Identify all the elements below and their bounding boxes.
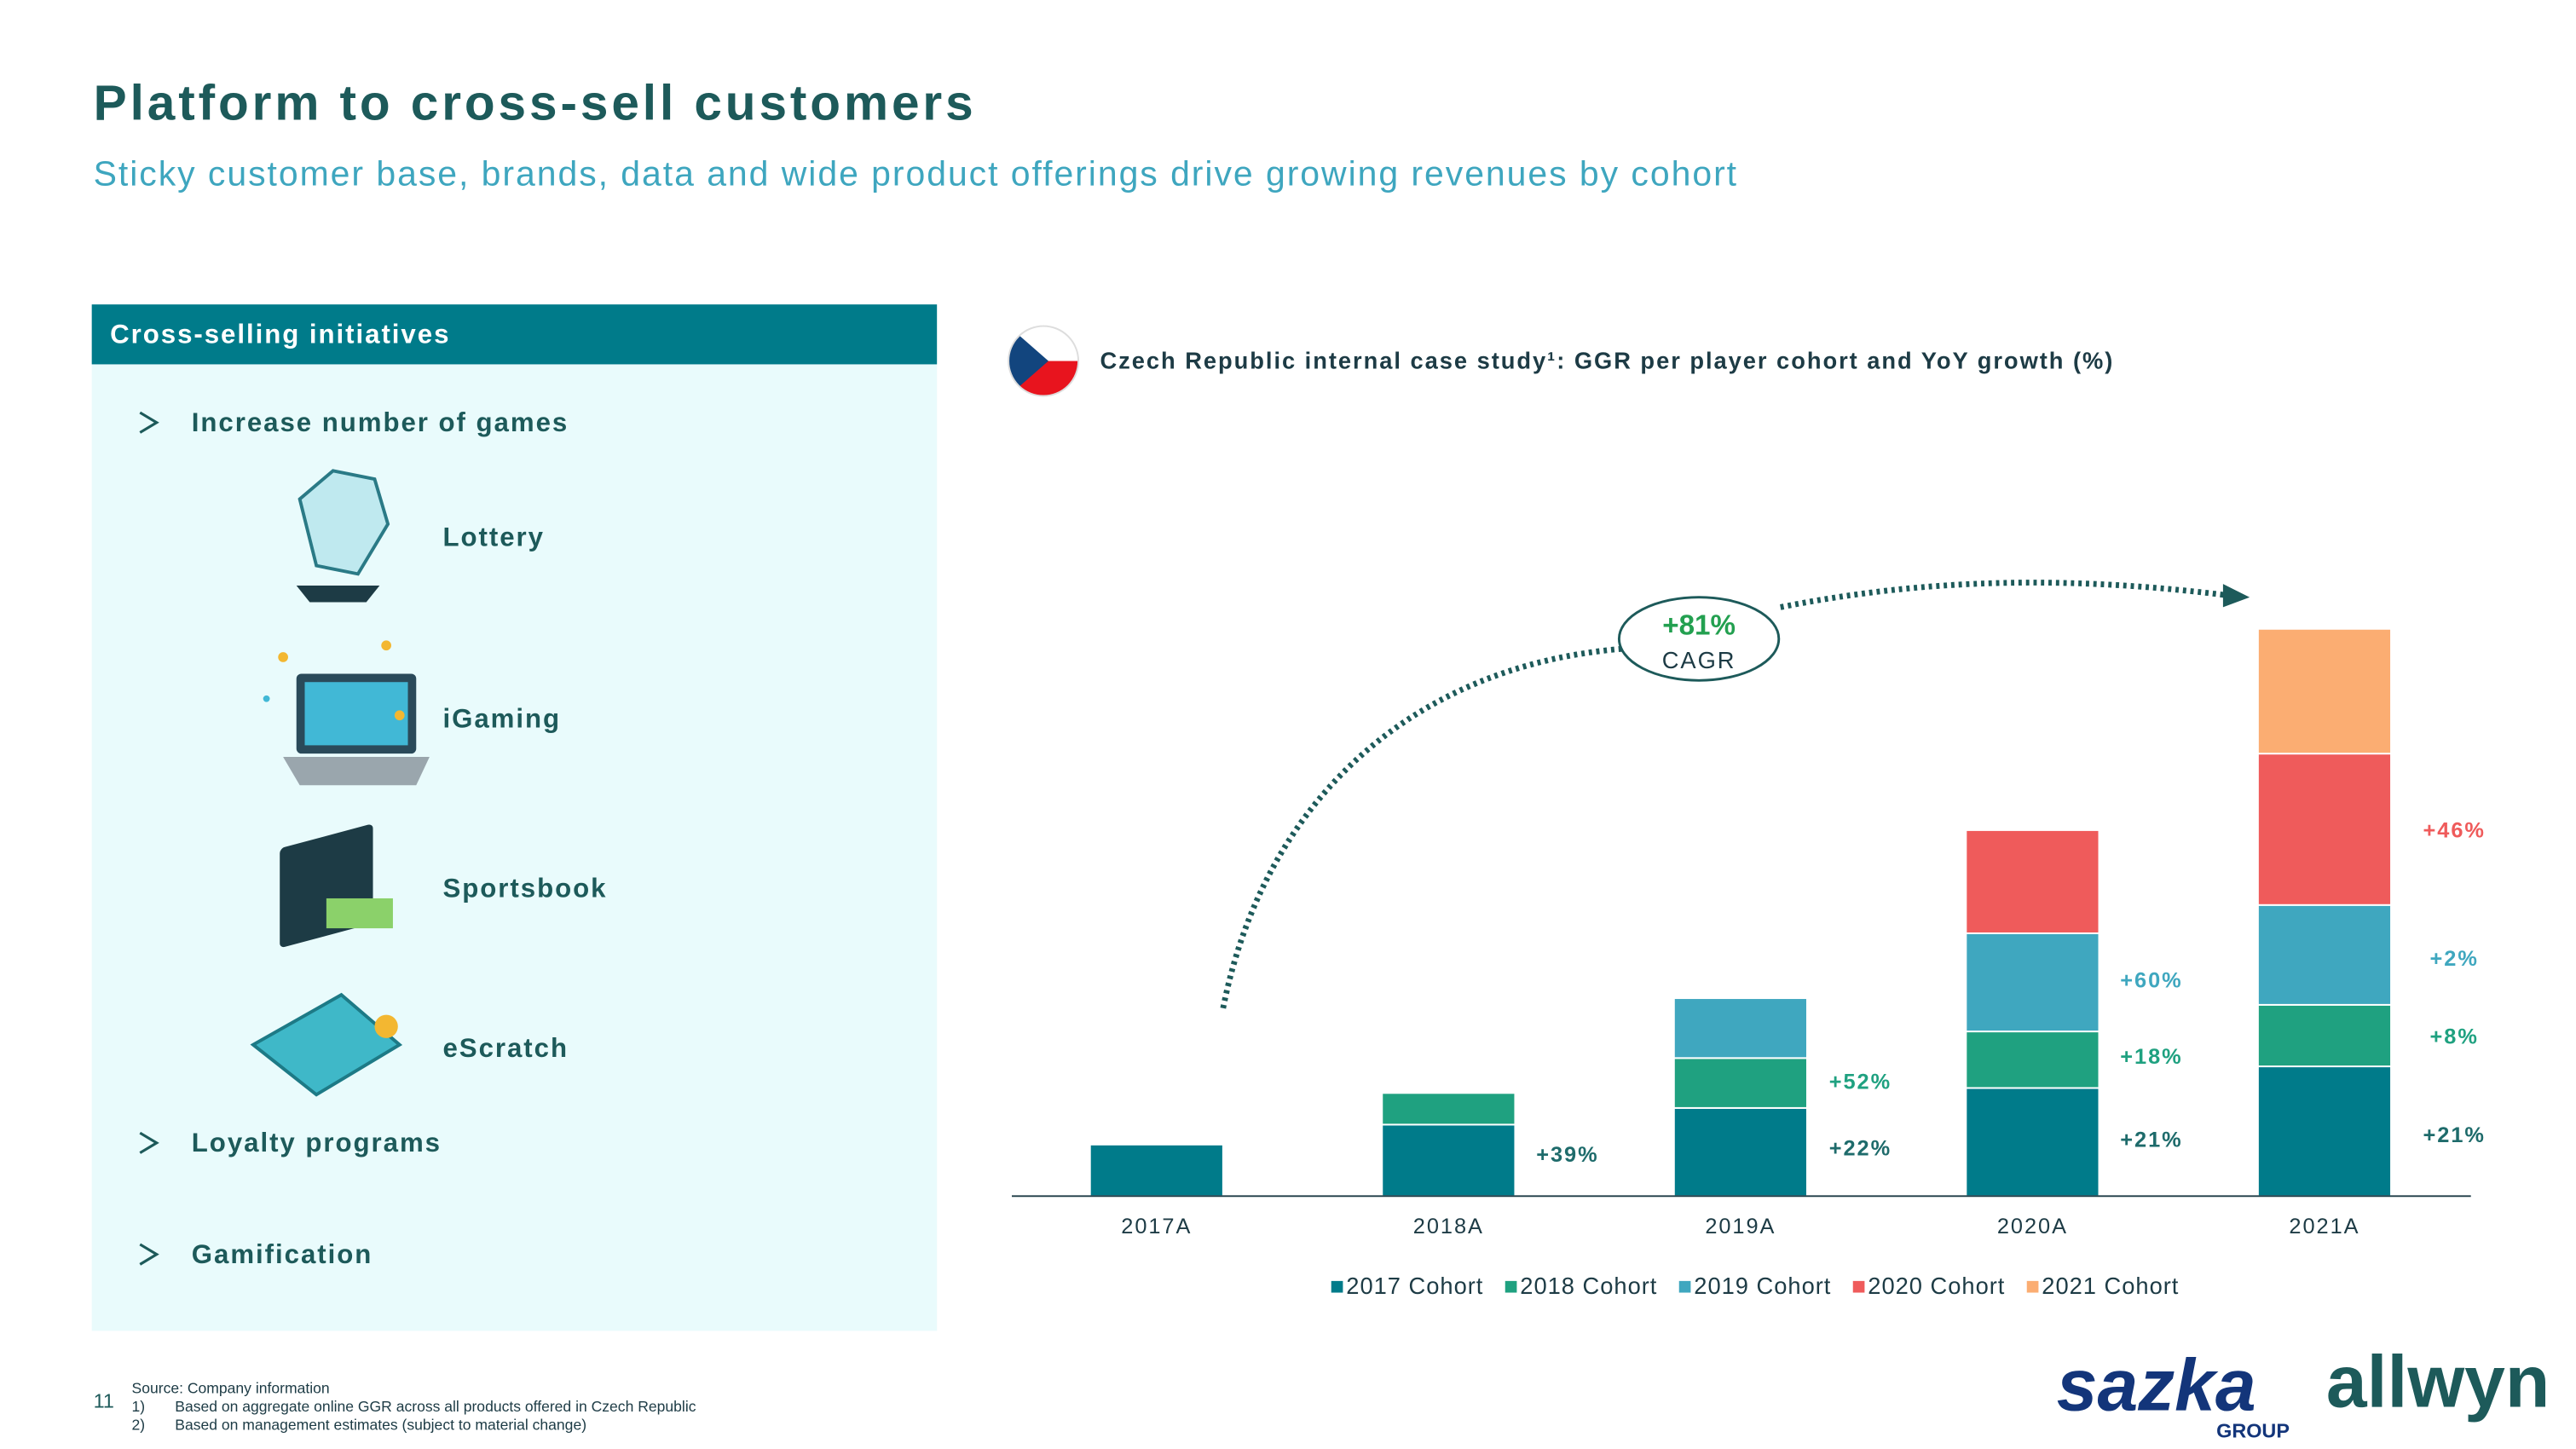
panel-item: Increase number of games [192, 407, 569, 437]
legend-label: 2019 Cohort [1694, 1273, 1831, 1299]
page-number: 11 [94, 1390, 114, 1412]
legend-swatch [1852, 1280, 1865, 1293]
growth-label: +39% [1536, 1143, 1598, 1167]
legend-swatch [1505, 1280, 1517, 1293]
note-num: 1) [132, 1398, 146, 1415]
game-label: Lottery [442, 522, 544, 552]
growth-label: +46% [2423, 819, 2486, 843]
cagr-bubble [1617, 596, 1781, 682]
x-tick-label: 2020A [1997, 1215, 2068, 1238]
panel-header [91, 304, 938, 365]
source: Source: Company information [132, 1379, 330, 1396]
subtitle: Sticky customer base, brands, data and w… [94, 154, 1738, 193]
growth-label: +52% [1829, 1070, 1892, 1094]
game-label: eScratch [442, 1033, 569, 1063]
bar-segment [1672, 997, 1808, 1059]
bar-segment [1965, 1087, 2100, 1198]
chevrons [139, 411, 159, 1266]
bar-segment [1965, 932, 2100, 1033]
chart-title: Czech Republic internal case study¹: GGR… [1100, 348, 2114, 374]
panel-bg [91, 364, 938, 1331]
bar-segment [1381, 1092, 1516, 1126]
icons [250, 469, 430, 1097]
note: Based on management estimates (subject t… [175, 1416, 586, 1433]
bar-segment [1089, 1143, 1224, 1198]
bar-segment [2256, 753, 2393, 906]
note-num: 2) [132, 1416, 146, 1433]
x-tick-label: 2021A [2289, 1215, 2359, 1238]
growth-label: +21% [2423, 1123, 2486, 1147]
x-tick-label: 2018A [1413, 1215, 1484, 1238]
legend-swatch [1331, 1280, 1343, 1293]
bar-segment [2256, 1003, 2393, 1068]
logo-sazka: sazka [2057, 1344, 2256, 1426]
growth-label: +2% [2430, 947, 2479, 971]
panel-item: Loyalty programs [192, 1128, 442, 1157]
legend-label: 2021 Cohort [2042, 1273, 2179, 1299]
cagr-label: CAGR [1662, 647, 1736, 673]
bar-segment [1965, 828, 2100, 934]
game-label: iGaming [442, 703, 561, 733]
bar-segment [1381, 1123, 1516, 1198]
bar-segment [1965, 1030, 2100, 1089]
cagr-arrow [1220, 645, 1623, 1009]
cagr-value: +81% [1662, 610, 1736, 642]
legend-swatch [2026, 1280, 2039, 1293]
bar-segment [1672, 1106, 1808, 1198]
bar-segment [1672, 1057, 1808, 1109]
cagr-arrow [1780, 580, 2231, 610]
x-tick-label: 2019A [1705, 1215, 1776, 1238]
legend-label: 2020 Cohort [1868, 1273, 2005, 1299]
panel-item: Gamification [192, 1239, 373, 1269]
chart: 2017A 2018A 2019A 2020A 2021A +39% +52% +22% +60… [1012, 627, 2486, 1299]
note: Based on aggregate online GGR across all… [175, 1398, 696, 1415]
game-label: Sportsbook [442, 873, 607, 903]
title: Platform to cross-sell customers [94, 75, 977, 130]
growth-label: +21% [2120, 1129, 2182, 1152]
bar-segment [2256, 627, 2393, 755]
growth-label: +60% [2120, 968, 2182, 992]
panel-title: Cross-selling initiatives [110, 320, 450, 349]
arrow-head [2222, 584, 2250, 608]
legend-swatch [1678, 1280, 1691, 1293]
bar-segment [2256, 1065, 2393, 1198]
growth-label: +18% [2120, 1045, 2182, 1069]
logo-allwyn: allwyn [2326, 1341, 2550, 1423]
growth-label: +8% [2430, 1025, 2479, 1049]
legend-label: 2018 Cohort [1520, 1273, 1657, 1299]
x-tick-label: 2017A [1121, 1215, 1192, 1238]
growth-label: +22% [1829, 1136, 1892, 1160]
legend-label: 2017 Cohort [1346, 1273, 1483, 1299]
bar-segment [2256, 903, 2393, 1006]
logo-group: GROUP [2216, 1420, 2290, 1442]
flag [1008, 325, 1080, 397]
